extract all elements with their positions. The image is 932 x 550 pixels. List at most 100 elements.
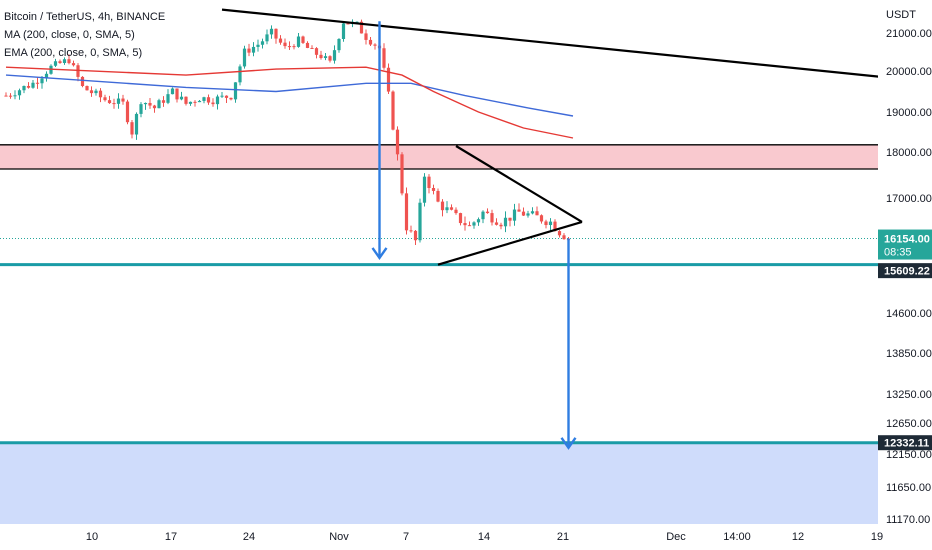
candle-body (445, 207, 449, 211)
candle-body (220, 95, 224, 97)
zones-layer (0, 144, 878, 524)
candle-body (229, 97, 233, 100)
candle-body (206, 97, 211, 103)
candle (283, 38, 287, 49)
candle-body (22, 85, 26, 91)
candle-body (211, 102, 215, 105)
candle (314, 47, 319, 59)
candle (211, 98, 215, 107)
drawings-layer (221, 8, 884, 450)
candle (143, 102, 148, 110)
candle (535, 206, 539, 216)
candle (265, 29, 269, 45)
candle-body (382, 48, 386, 68)
support-price-tag-background (878, 263, 932, 279)
candle-body (463, 223, 467, 226)
candle (247, 43, 251, 57)
candle (166, 89, 170, 105)
candle (98, 88, 103, 103)
candle (485, 208, 490, 214)
candle (274, 28, 278, 44)
ema200-line (5, 66, 574, 139)
x-tick-label: 19 (871, 531, 883, 543)
candle (521, 207, 526, 217)
candle (89, 86, 94, 97)
candle-body (179, 96, 184, 100)
ma-indicator-label[interactable]: MA (200, close, 0, SMA, 5) (4, 29, 135, 41)
x-tick-label: Nov (329, 531, 349, 543)
candle-body (359, 21, 364, 34)
candle (301, 35, 305, 44)
candle-body (395, 129, 400, 155)
candle-body (85, 86, 89, 91)
time-axis-background (0, 524, 932, 550)
candle (458, 212, 463, 226)
ma200-line (5, 74, 574, 117)
candle (256, 39, 260, 52)
ema-indicator-label[interactable]: EMA (200, close, 0, SMA, 5) (4, 47, 143, 59)
candle-countdown: 08:35 (884, 247, 912, 259)
candle-body (4, 95, 8, 97)
candle (449, 204, 454, 211)
candle-body (278, 38, 283, 43)
candle-body (539, 215, 544, 222)
candle (517, 203, 521, 212)
levels-layer (0, 238, 878, 445)
candle (31, 79, 35, 89)
candle (224, 95, 229, 103)
candle-body (364, 33, 368, 40)
candle-body (422, 176, 427, 203)
candle (260, 38, 265, 49)
y-tick-label: 21000.00 (886, 28, 932, 40)
candle (35, 77, 40, 89)
chart-legend: Bitcoin / TetherUS, 4h, BINANCE MA (200,… (4, 8, 165, 62)
y-tick-label: 12150.00 (886, 449, 932, 461)
candle (310, 45, 314, 49)
candle-body (409, 230, 413, 232)
candle-body (76, 65, 80, 77)
candle (530, 207, 535, 215)
candle-body (418, 202, 422, 241)
candles-layer (4, 19, 571, 245)
x-tick-label: 10 (86, 531, 98, 543)
candle (121, 94, 125, 105)
candle (548, 218, 553, 232)
candle-body (544, 221, 548, 226)
descending-trendline (221, 8, 884, 79)
candle-body (548, 221, 553, 226)
candle (107, 95, 112, 104)
x-tick-label: 17 (165, 531, 177, 543)
target-price-tag: 12332.11 (878, 435, 932, 451)
y-tick-label: 13250.00 (886, 389, 932, 401)
candle-body (301, 36, 305, 43)
target-price-tag-background (878, 435, 932, 451)
candle (116, 93, 121, 109)
candle-body (494, 222, 499, 225)
triangle-upper-line (455, 145, 583, 223)
candle (341, 21, 346, 42)
candle-body (116, 98, 121, 104)
candle-body (508, 217, 512, 221)
candle (233, 82, 238, 103)
candle (305, 41, 310, 49)
candle-body (341, 23, 346, 40)
candle (562, 233, 566, 240)
target-arrow (560, 238, 577, 450)
candle-body (13, 95, 17, 97)
candle (287, 41, 292, 50)
candle-body (184, 96, 188, 104)
candle (251, 42, 256, 57)
x-tick-label: 24 (243, 531, 255, 543)
candle-body (400, 154, 404, 194)
candle-body (193, 101, 197, 103)
y-tick-label: 20000.00 (886, 66, 932, 78)
candle-body (391, 91, 395, 130)
candle (220, 92, 224, 99)
candle (395, 126, 400, 161)
candle (179, 91, 184, 101)
candle-body (310, 47, 314, 49)
candle (359, 19, 364, 34)
